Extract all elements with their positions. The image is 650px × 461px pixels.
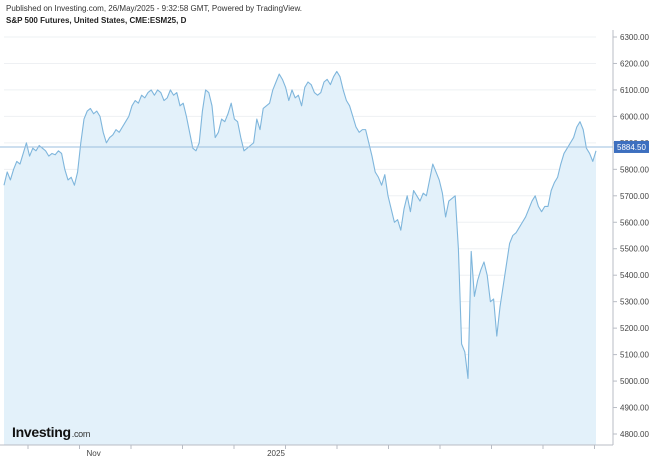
logo-main: Investing xyxy=(12,424,71,440)
y-tick-label: 4800.00 xyxy=(620,430,649,439)
current-price-badge xyxy=(614,140,649,153)
x-tick-label: 2025 xyxy=(267,449,285,458)
y-tick-label: 4900.00 xyxy=(620,404,649,413)
price-area xyxy=(3,70,597,445)
axes xyxy=(0,30,614,446)
y-axis-ticks: 6300.006200.006100.006000.005900.005800.… xyxy=(613,33,649,439)
y-tick-label: 5400.00 xyxy=(620,271,649,280)
y-tick-label: 5500.00 xyxy=(620,245,649,254)
y-tick-label: 5700.00 xyxy=(620,192,649,201)
y-tick-label: 5800.00 xyxy=(620,165,649,174)
y-tick-label: 6300.00 xyxy=(620,33,649,42)
x-axis-ticks: Nov 2025 xyxy=(27,445,595,458)
y-tick-label: 6000.00 xyxy=(620,112,649,121)
y-tick-label: 5000.00 xyxy=(620,377,649,386)
area-fill xyxy=(4,71,596,445)
current-price-label: 5884.50 xyxy=(617,143,646,152)
y-tick-label: 6100.00 xyxy=(620,86,649,95)
investing-logo: Investing.com xyxy=(12,424,90,440)
y-tick-label: 5100.00 xyxy=(620,351,649,360)
published-info: Published on Investing.com, 26/May/2025 … xyxy=(6,4,303,13)
current-price-line: 5884.50 xyxy=(0,140,649,153)
y-tick-label: 6200.00 xyxy=(620,59,649,68)
price-line xyxy=(3,70,597,379)
x-tick-label: Nov xyxy=(86,449,100,458)
y-tick-label: 5300.00 xyxy=(620,298,649,307)
logo-suffix: .com xyxy=(71,429,91,439)
chart-title: S&P 500 Futures, United States, CME:ESM2… xyxy=(6,16,187,25)
y-tick-label: 5600.00 xyxy=(620,218,649,227)
y-tick-label: 5200.00 xyxy=(620,324,649,333)
